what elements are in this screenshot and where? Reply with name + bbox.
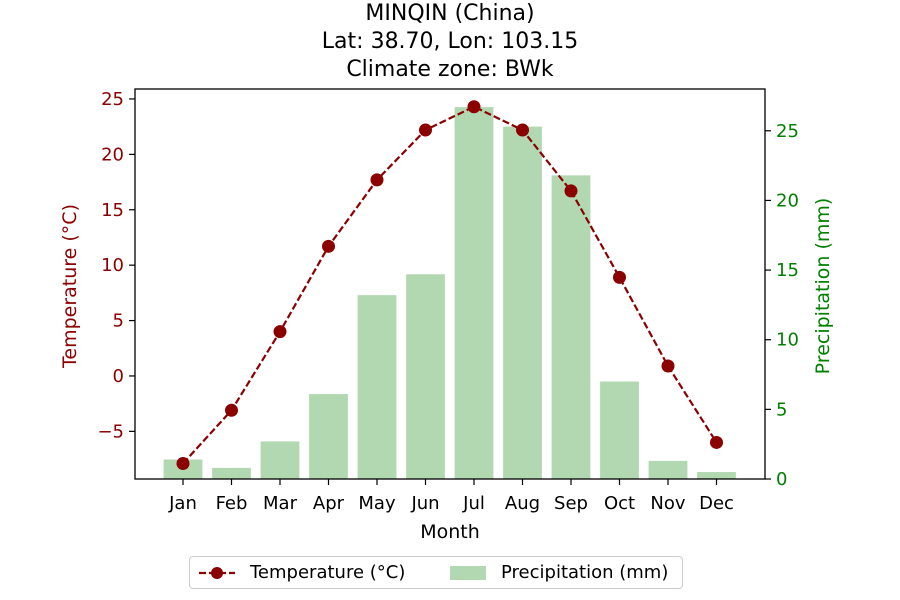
legend: Temperature (°C) Precipitation (mm) bbox=[189, 556, 683, 589]
precipitation-bar-aug bbox=[503, 126, 542, 479]
x-tick-label: Nov bbox=[650, 493, 685, 514]
temperature-point-feb bbox=[225, 403, 238, 417]
y-left-tick-label: −5 bbox=[97, 421, 124, 442]
legend-item-precipitation: Precipitation (mm) bbox=[449, 557, 668, 588]
precipitation-bar-oct bbox=[600, 381, 639, 479]
temperature-point-may bbox=[370, 173, 384, 187]
precipitation-bars bbox=[163, 107, 736, 479]
y-right-tick-label: 10 bbox=[776, 330, 799, 351]
y-left-tick-label: 5 bbox=[113, 311, 124, 332]
precipitation-bar-jun bbox=[406, 274, 445, 479]
x-tick-label: Mar bbox=[263, 493, 298, 514]
plot-frame bbox=[134, 88, 766, 480]
temperature-point-mar bbox=[273, 325, 287, 339]
x-tick-label: Jul bbox=[462, 493, 485, 514]
precipitation-bar-apr bbox=[309, 394, 348, 479]
temperature-point-jan bbox=[176, 456, 190, 470]
y-axis-left-label: Temperature (°C) bbox=[59, 204, 81, 369]
x-tick-label: Aug bbox=[505, 493, 540, 514]
y-axis-right-label: Precipitation (mm) bbox=[812, 198, 834, 375]
y-left-tick-label: 10 bbox=[101, 255, 124, 276]
temperature-point-nov bbox=[661, 359, 675, 373]
precipitation-bar-feb bbox=[212, 467, 251, 479]
y-right-tick-label: 15 bbox=[776, 260, 799, 281]
precipitation-bar-nov bbox=[648, 460, 688, 479]
x-tick-label: May bbox=[358, 493, 396, 514]
x-tick-label: Sep bbox=[554, 493, 588, 514]
y-left-tick-label: 25 bbox=[101, 89, 124, 110]
y-right-tick-label: 20 bbox=[776, 190, 799, 211]
temperature-point-sep bbox=[564, 184, 578, 198]
precipitation-bar-dec bbox=[697, 472, 736, 479]
x-tick-label: Apr bbox=[313, 493, 345, 514]
x-tick-label: Feb bbox=[216, 493, 248, 514]
chart-title-line-2: Lat: 38.70, Lon: 103.15 bbox=[321, 29, 579, 54]
x-axis-label: Month bbox=[420, 521, 480, 543]
precipitation-bar-jul bbox=[454, 107, 494, 479]
y-right-tick-label: 25 bbox=[776, 121, 799, 142]
axes: Jan Feb Mar Apr May Jun Jul Aug Sep Oct Nov Dec −5 0 5… bbox=[97, 89, 798, 514]
y-left-tick-label: 0 bbox=[113, 366, 124, 387]
temperature-point-jun bbox=[419, 123, 432, 137]
x-tick-label: Dec bbox=[699, 493, 734, 514]
chart-title-line-3: Climate zone: BWk bbox=[346, 57, 554, 82]
y-right-tick-label: 5 bbox=[776, 399, 787, 420]
x-tick-label: Jun bbox=[410, 493, 439, 514]
temperature-point-aug bbox=[516, 123, 529, 137]
legend-label-temperature: Temperature (°C) bbox=[250, 562, 406, 583]
temperature-point-oct bbox=[613, 270, 626, 284]
temperature-line bbox=[182, 105, 718, 465]
temperature-point-dec bbox=[710, 435, 723, 449]
legend-item-temperature: Temperature (°C) bbox=[198, 557, 405, 588]
legend-line-marker-icon bbox=[199, 566, 235, 579]
x-tick-label: Oct bbox=[604, 493, 635, 514]
legend-bar-swatch-icon bbox=[450, 565, 486, 580]
precipitation-bar-may bbox=[357, 295, 397, 479]
legend-label-precipitation: Precipitation (mm) bbox=[501, 562, 669, 583]
precipitation-bar-mar bbox=[260, 441, 300, 479]
temperature-series bbox=[176, 100, 723, 470]
temperature-point-jul bbox=[467, 100, 481, 114]
x-tick-label: Jan bbox=[168, 493, 197, 514]
y-right-tick-label: 0 bbox=[776, 469, 787, 490]
temperature-point-apr bbox=[322, 239, 335, 253]
precipitation-bar-sep bbox=[551, 175, 591, 479]
y-left-tick-label: 20 bbox=[101, 144, 124, 165]
y-left-tick-label: 15 bbox=[101, 200, 124, 221]
chart-title-line-1: MINQIN (China) bbox=[365, 1, 535, 26]
